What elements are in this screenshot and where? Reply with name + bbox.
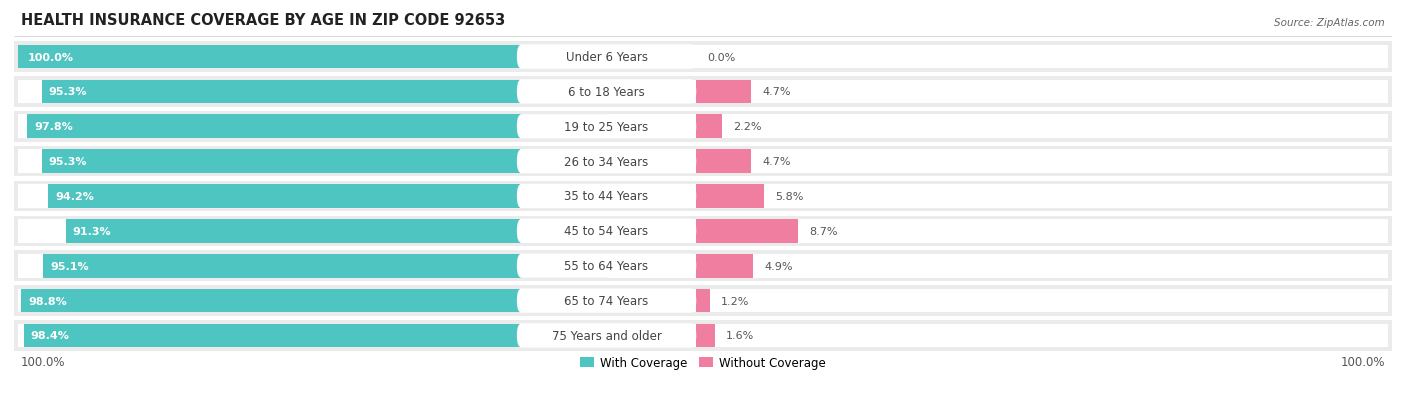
Bar xyxy=(14,42,1392,73)
FancyBboxPatch shape xyxy=(517,219,696,243)
Text: 100.0%: 100.0% xyxy=(28,52,75,62)
Text: 5.8%: 5.8% xyxy=(775,192,803,202)
Text: 6 to 18 Years: 6 to 18 Years xyxy=(568,85,645,99)
Text: 95.3%: 95.3% xyxy=(49,87,87,97)
Bar xyxy=(17,150,1389,173)
Text: 91.3%: 91.3% xyxy=(73,226,111,236)
Text: 75 Years and older: 75 Years and older xyxy=(551,329,661,342)
Bar xyxy=(66,219,606,243)
Bar xyxy=(17,254,1389,278)
Text: Source: ZipAtlas.com: Source: ZipAtlas.com xyxy=(1274,18,1385,28)
FancyBboxPatch shape xyxy=(517,115,696,139)
Text: 4.7%: 4.7% xyxy=(762,87,790,97)
FancyBboxPatch shape xyxy=(517,184,696,209)
Bar xyxy=(14,181,1392,212)
Text: 35 to 44 Years: 35 to 44 Years xyxy=(564,190,648,203)
Text: 1.6%: 1.6% xyxy=(725,331,754,341)
Bar xyxy=(42,150,606,173)
Text: 45 to 54 Years: 45 to 54 Years xyxy=(564,225,648,238)
Text: 100.0%: 100.0% xyxy=(21,355,66,368)
Text: 19 to 25 Years: 19 to 25 Years xyxy=(564,121,648,133)
Bar xyxy=(17,324,1389,347)
Text: 55 to 64 Years: 55 to 64 Years xyxy=(564,260,648,273)
Bar xyxy=(14,320,1392,351)
Bar xyxy=(17,45,1389,69)
Bar xyxy=(17,81,1389,104)
Text: 2.2%: 2.2% xyxy=(733,122,762,132)
Text: 95.1%: 95.1% xyxy=(51,261,89,271)
Bar xyxy=(696,185,763,208)
Bar xyxy=(14,251,1392,281)
Text: 0.0%: 0.0% xyxy=(707,52,735,62)
Bar xyxy=(14,216,1392,247)
Bar xyxy=(48,185,606,208)
FancyBboxPatch shape xyxy=(517,289,696,313)
Legend: With Coverage, Without Coverage: With Coverage, Without Coverage xyxy=(575,352,831,374)
Bar xyxy=(696,324,714,347)
Text: 8.7%: 8.7% xyxy=(808,226,838,236)
Bar xyxy=(17,115,1389,139)
Text: 65 to 74 Years: 65 to 74 Years xyxy=(564,294,648,307)
Bar xyxy=(21,289,606,313)
FancyBboxPatch shape xyxy=(517,45,696,69)
Bar xyxy=(17,289,1389,313)
Text: 98.4%: 98.4% xyxy=(31,331,69,341)
Bar xyxy=(696,219,799,243)
FancyBboxPatch shape xyxy=(517,80,696,104)
Bar xyxy=(27,115,606,139)
Bar xyxy=(42,81,606,104)
Text: 4.7%: 4.7% xyxy=(762,157,790,167)
Bar xyxy=(696,289,710,313)
Text: 26 to 34 Years: 26 to 34 Years xyxy=(564,155,648,168)
FancyBboxPatch shape xyxy=(517,254,696,278)
Bar xyxy=(14,112,1392,142)
Text: 98.8%: 98.8% xyxy=(28,296,67,306)
Text: Under 6 Years: Under 6 Years xyxy=(565,51,648,64)
Text: HEALTH INSURANCE COVERAGE BY AGE IN ZIP CODE 92653: HEALTH INSURANCE COVERAGE BY AGE IN ZIP … xyxy=(21,13,505,28)
Text: 94.2%: 94.2% xyxy=(55,192,94,202)
Text: 95.3%: 95.3% xyxy=(49,157,87,167)
Bar xyxy=(14,147,1392,177)
Text: 97.8%: 97.8% xyxy=(34,122,73,132)
FancyBboxPatch shape xyxy=(517,150,696,174)
Bar xyxy=(696,254,754,278)
Bar xyxy=(696,115,721,139)
Bar xyxy=(24,324,606,347)
Bar xyxy=(44,254,606,278)
Bar xyxy=(17,185,1389,208)
Bar xyxy=(17,219,1389,243)
Text: 1.2%: 1.2% xyxy=(721,296,749,306)
FancyBboxPatch shape xyxy=(517,323,696,348)
Bar xyxy=(696,150,751,173)
Bar xyxy=(14,77,1392,107)
Bar xyxy=(14,285,1392,316)
Text: 4.9%: 4.9% xyxy=(765,261,793,271)
Text: 100.0%: 100.0% xyxy=(1340,355,1385,368)
Bar xyxy=(17,45,610,69)
Bar xyxy=(696,81,751,104)
